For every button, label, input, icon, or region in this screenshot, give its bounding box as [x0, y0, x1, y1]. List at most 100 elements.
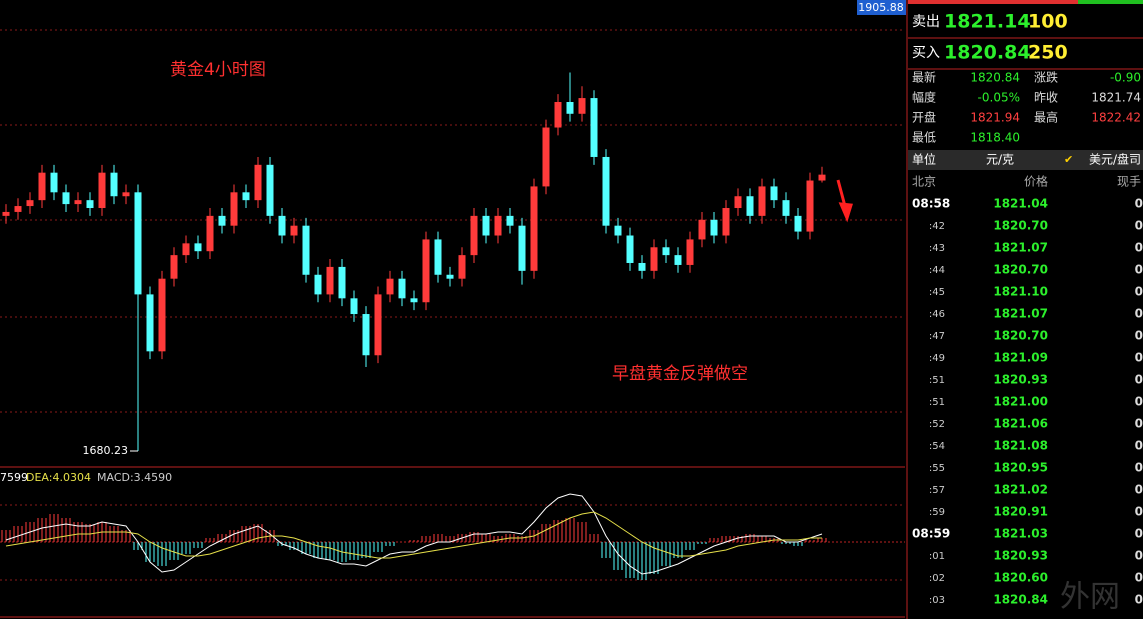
unit-option: 美元/盘司 [1089, 152, 1141, 167]
unit-row [908, 150, 1143, 170]
candle-body [290, 225, 298, 236]
tick-volume: 0 [1135, 241, 1143, 255]
quote-value: 1818.40 [970, 131, 1020, 145]
dea-line [5, 511, 822, 559]
candle-body [542, 127, 550, 187]
tick-price: 1821.08 [993, 439, 1048, 453]
tick-time: :44 [929, 265, 945, 276]
candle-body [794, 215, 802, 232]
candle-body [422, 239, 430, 303]
candle-body [482, 215, 490, 236]
candle-body [266, 164, 274, 216]
tick-price: 1820.70 [993, 263, 1048, 277]
macd-label: 7599 [0, 471, 28, 484]
tick-time: :46 [929, 309, 945, 320]
candle-body [602, 156, 610, 226]
candle-body [62, 192, 70, 205]
tick-price: 1821.03 [993, 527, 1048, 541]
quote-field: 昨收 [1034, 91, 1058, 105]
candle-body [146, 294, 154, 352]
candle-body [50, 172, 58, 193]
tick-price: 1820.84 [993, 593, 1048, 607]
candle-body [758, 186, 766, 216]
candle-body [242, 192, 250, 201]
candle-body [206, 215, 214, 252]
candle-body [302, 225, 310, 275]
price-label-box [857, 0, 906, 15]
candle-body [506, 215, 514, 226]
candle-body [254, 164, 262, 201]
candle-body [230, 192, 238, 226]
tick-time: :59 [929, 507, 945, 518]
candle-body [650, 247, 658, 271]
quote-value: -0.05% [978, 91, 1020, 105]
candle-body [350, 298, 358, 315]
tick-volume: 0 [1135, 549, 1143, 563]
candle-body [158, 278, 166, 352]
bar [908, 0, 1078, 4]
quote-field: 开盘 [912, 110, 936, 125]
tick-volume: 0 [1135, 351, 1143, 365]
candle-body [458, 255, 466, 279]
candle-body [2, 211, 10, 216]
candle-body [638, 262, 646, 271]
candle-body [170, 255, 178, 279]
tick-price: 1820.93 [993, 373, 1048, 387]
check: ✔ [1064, 153, 1073, 166]
candle-body [566, 101, 574, 114]
candle-body [698, 219, 706, 240]
tick-volume: 0 [1135, 285, 1143, 299]
candle-body [26, 200, 34, 207]
candle-body [398, 278, 406, 299]
candle-body [362, 314, 370, 356]
watermark: 外网 [1060, 580, 1120, 615]
tick-price: 1821.09 [993, 351, 1048, 365]
candle-body [110, 172, 118, 197]
quote-field: 最新 [912, 70, 936, 85]
candle-body [590, 98, 598, 157]
candle-body [470, 215, 478, 256]
quote-value: 1822.42 [1091, 111, 1141, 125]
candle-body [710, 219, 718, 236]
tick-volume: 0 [1135, 439, 1143, 453]
list-header: 价格 [1024, 174, 1048, 189]
candle-body [338, 266, 346, 299]
tick-volume: 0 [1135, 505, 1143, 519]
tick-time: :54 [929, 441, 945, 452]
tick-price: 1821.07 [993, 307, 1048, 321]
tick-volume: 0 [1135, 483, 1143, 497]
tick-price: 1821.10 [993, 285, 1048, 299]
tick-time: :49 [929, 353, 945, 364]
quote-volume: 250 [1028, 42, 1068, 64]
candle-body [662, 247, 670, 256]
candle-body [434, 239, 442, 275]
tick-volume: 0 [1135, 527, 1143, 541]
macd-label: DEA:4.0304 [26, 471, 91, 484]
tick-volume: 0 [1135, 329, 1143, 343]
candle-body [782, 200, 790, 216]
tick-volume: 0 [1135, 219, 1143, 233]
tick-price: 1820.93 [993, 549, 1048, 563]
list-header: 北京 [912, 175, 936, 189]
candle-body [770, 186, 778, 201]
candle-body [518, 225, 526, 271]
quote-field: 最高 [1034, 110, 1058, 125]
candle-body [746, 196, 754, 216]
quote-label: 卖出 [912, 14, 940, 30]
tick-volume: 0 [1135, 263, 1143, 277]
top-price: 1905.88 [858, 1, 904, 14]
quote-field: 最低 [912, 131, 936, 145]
quote-value: 1821.74 [1091, 91, 1141, 105]
quote-field: 涨跌 [1034, 70, 1058, 85]
tick-time: :51 [929, 397, 945, 408]
tick-price: 1820.70 [993, 329, 1048, 343]
candle-body [122, 192, 130, 197]
tick-time: :51 [929, 375, 945, 386]
candle-body [14, 206, 22, 212]
tick-time: :47 [929, 331, 945, 342]
tick-volume: 0 [1135, 307, 1143, 321]
tick-time: 08:58 [912, 197, 950, 211]
tick-volume: 0 [1135, 461, 1143, 475]
candle-body [386, 278, 394, 295]
candle-body [314, 274, 322, 295]
